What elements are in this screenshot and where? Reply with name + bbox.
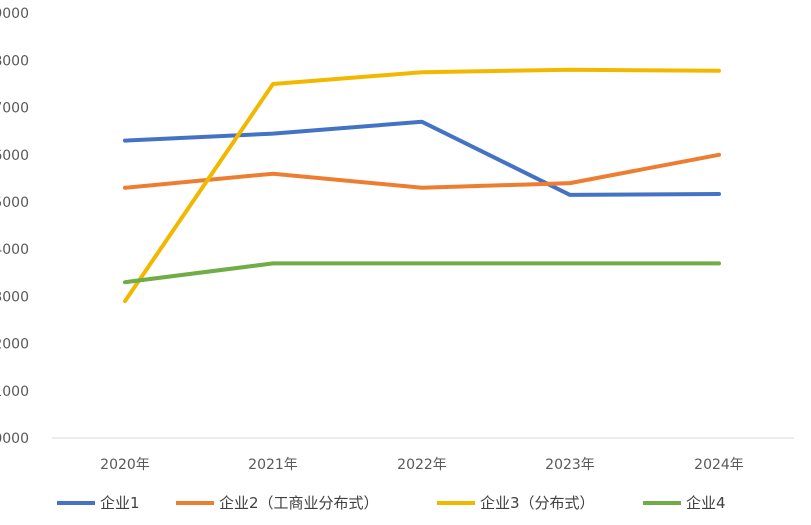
x-tick-label: 2023年 bbox=[545, 457, 595, 473]
x-tick-label: 2020年 bbox=[100, 457, 150, 473]
y-tick-label: 2000 bbox=[0, 337, 29, 353]
x-axis-ticks: 2020年 2021年 2022年 2023年 2024年 bbox=[100, 457, 744, 473]
series-lines bbox=[123, 67, 721, 304]
y-tick-label: 9000 bbox=[0, 6, 29, 22]
y-tick-label: 8000 bbox=[0, 53, 29, 69]
series-line-4 bbox=[123, 261, 721, 285]
series-line-2 bbox=[123, 152, 721, 190]
x-tick-label: 2022年 bbox=[397, 457, 447, 473]
y-tick-label: 5000 bbox=[0, 195, 29, 211]
legend-label-2: 企业2（工商业分布式） bbox=[219, 494, 379, 512]
y-tick-label: 4000 bbox=[0, 242, 29, 258]
series-line-3 bbox=[123, 67, 721, 304]
legend-label-1: 企业1 bbox=[100, 494, 140, 512]
y-tick-label: 3000 bbox=[0, 289, 29, 305]
y-tick-label: 6000 bbox=[0, 148, 29, 164]
x-tick-label: 2021年 bbox=[248, 457, 298, 473]
y-tick-label: 7000 bbox=[0, 101, 29, 117]
legend-label-3: 企业3（分布式） bbox=[480, 494, 595, 512]
legend: 企业1 企业2（工商业分布式） 企业3（分布式） 企业4 bbox=[57, 494, 726, 512]
legend-label-4: 企业4 bbox=[686, 494, 726, 512]
series-line-1 bbox=[123, 119, 721, 197]
x-tick-label: 2024年 bbox=[694, 457, 744, 473]
y-tick-label: 1000 bbox=[0, 384, 29, 400]
